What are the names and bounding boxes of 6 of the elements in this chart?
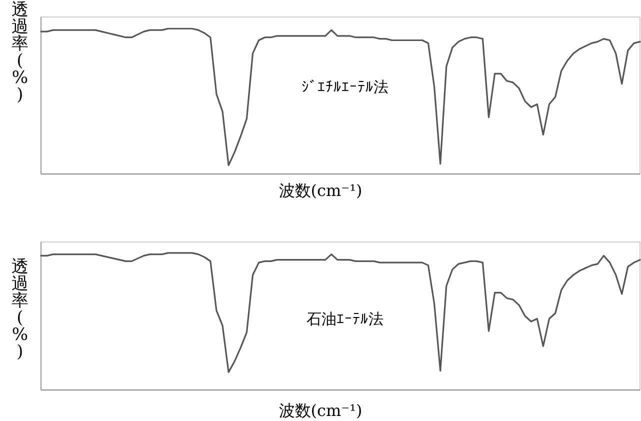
x-axis-title: 波数(cm⁻¹) bbox=[278, 401, 362, 420]
annotation: 石油ｴｰﾃﾙ法 bbox=[306, 310, 384, 328]
y-axis-title: 透過率(%) bbox=[12, 257, 28, 362]
y-axis-title: 透過率(%) bbox=[12, 0, 28, 105]
annotation: ｼﾞｴﾁﾙｴｰﾃﾙ法 bbox=[302, 78, 388, 96]
x-axis-title: 波数(cm⁻¹) bbox=[278, 181, 362, 200]
